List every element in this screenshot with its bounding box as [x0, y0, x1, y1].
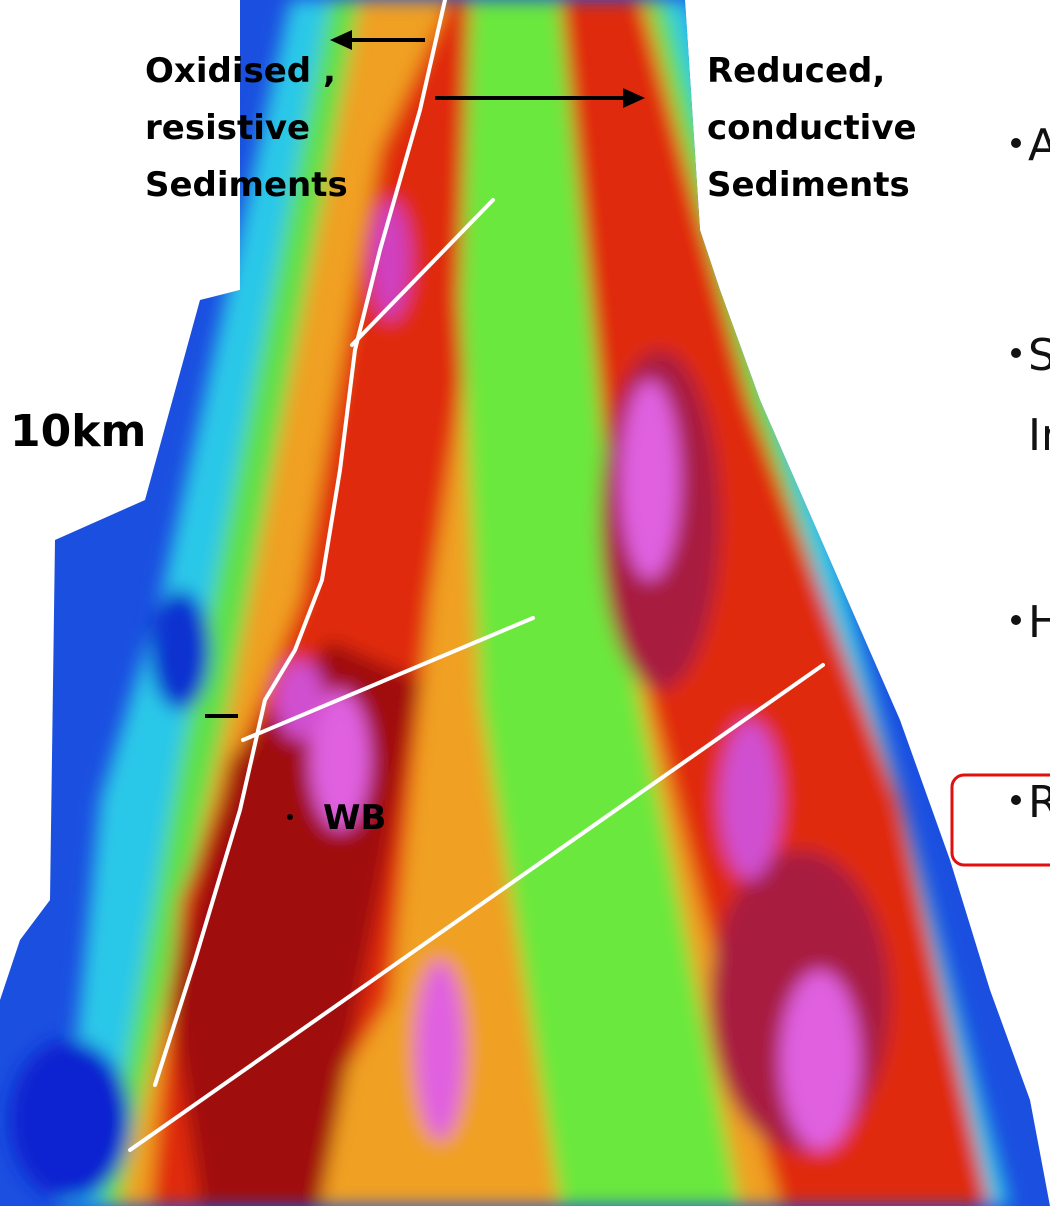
label: conductive	[707, 108, 917, 148]
bullet-text: S	[1028, 330, 1050, 381]
bullet	[1011, 615, 1021, 625]
label: Reduced,	[707, 51, 885, 91]
scale-label: 10km	[10, 406, 146, 457]
label: Sediments	[145, 165, 348, 205]
site-label: WB	[323, 798, 386, 838]
label: Sediments	[707, 165, 910, 205]
bullet-text: R	[1028, 777, 1050, 828]
bullet	[1011, 795, 1021, 805]
bullet-text: A	[1028, 120, 1050, 171]
bullet-text: H	[1028, 597, 1050, 648]
bullet	[1011, 138, 1021, 148]
bullet	[1011, 348, 1021, 358]
fault-lines	[128, 0, 825, 1152]
highlight-box	[950, 773, 1050, 867]
site-dot	[287, 814, 293, 820]
label: Oxidised ,	[145, 51, 336, 91]
bullet-text: In	[1028, 410, 1050, 461]
arrows	[205, 30, 645, 718]
label: resistive	[145, 108, 310, 148]
bullet-list: A S In H R	[1011, 120, 1050, 828]
